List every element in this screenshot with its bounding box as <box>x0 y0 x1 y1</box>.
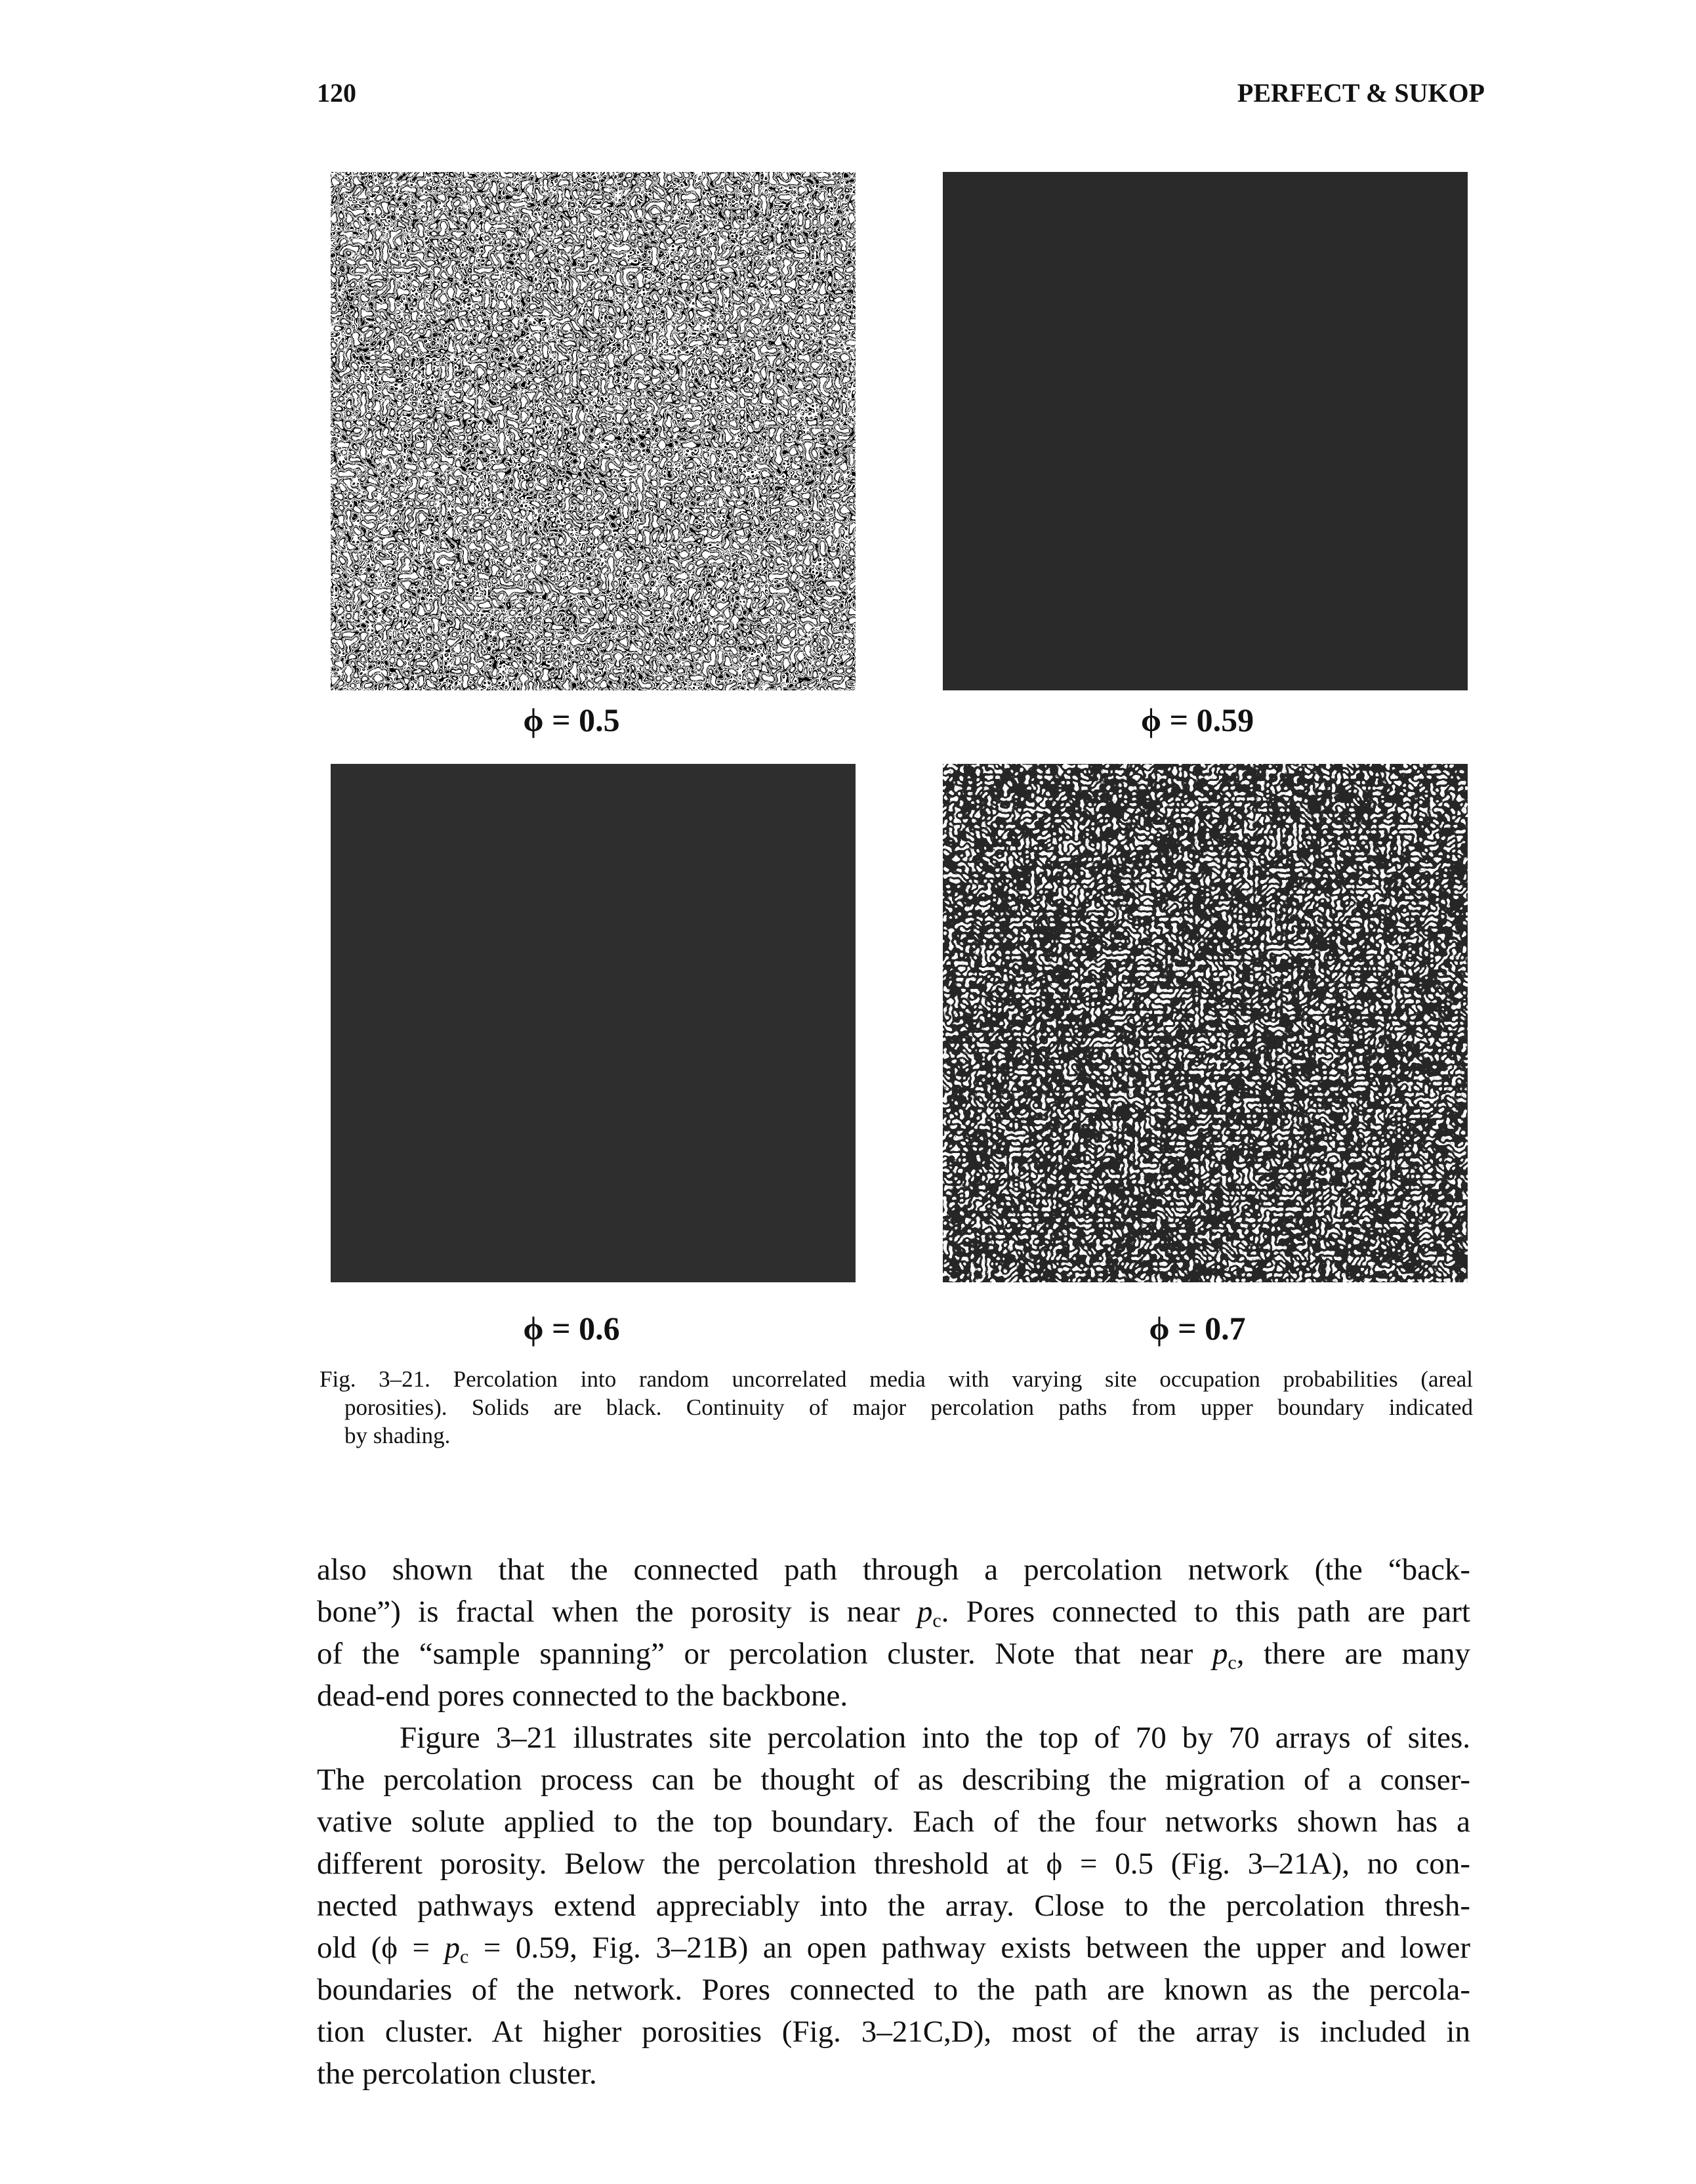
italic-symbol: p <box>444 1931 461 1965</box>
panel-label: ϕ = 0.5 <box>523 702 620 738</box>
subscript: c <box>460 1946 469 1967</box>
panel-label: ϕ = 0.6 <box>523 1310 620 1347</box>
percolation-image <box>943 172 1468 690</box>
pore-pattern <box>943 764 1468 1282</box>
text-run: also shown that the connected path throu… <box>317 1553 1470 1587</box>
caption-line: porosities). Solids are black. Continuit… <box>344 1395 1473 1420</box>
text-line: also shown that the connected path throu… <box>317 1549 1470 1591</box>
text-run: boundaries of the network. Pores connect… <box>317 1973 1470 2007</box>
text-run: bone”) is fractal when the porosity is n… <box>317 1595 917 1629</box>
text-line: dead-end pores connected to the backbone… <box>317 1675 1470 1717</box>
text-run: Figure 3–21 illustrates site percolation… <box>400 1721 1470 1755</box>
panel-label: ϕ = 0.7 <box>1149 1310 1246 1347</box>
italic-symbol: p <box>917 1595 933 1629</box>
text-run: different porosity. Below the percolatio… <box>317 1847 1470 1881</box>
text-line: the percolation cluster. <box>317 2053 1470 2095</box>
caption-line: by shading. <box>344 1423 451 1448</box>
body-text: also shown that the connected path throu… <box>317 1549 1470 2095</box>
subscript: c <box>1228 1652 1237 1673</box>
text-run: old (ϕ = <box>317 1931 445 1965</box>
text-run: nected pathways extend appreciably into … <box>317 1889 1470 1923</box>
text-run: The percolation process can be thought o… <box>317 1763 1470 1797</box>
text-line: of the “sample spanning” or percolation … <box>317 1633 1470 1675</box>
text-run: the percolation cluster. <box>317 2057 597 2091</box>
subscript: c <box>932 1610 941 1631</box>
caption-line: Fig. 3–21. Percolation into random uncor… <box>320 1366 1473 1392</box>
pore-pattern <box>331 172 856 690</box>
pore-pattern <box>943 172 1468 690</box>
text-run: dead-end pores connected to the backbone… <box>317 1679 848 1713</box>
percolation-image <box>331 764 856 1282</box>
text-line: old (ϕ = pc = 0.59, Fig. 3–21B) an open … <box>317 1927 1470 1969</box>
text-run: vative solute applied to the top boundar… <box>317 1805 1470 1839</box>
text-line: different porosity. Below the percolatio… <box>317 1843 1470 1885</box>
text-line: boundaries of the network. Pores connect… <box>317 1969 1470 2011</box>
text-line: Figure 3–21 illustrates site percolation… <box>317 1717 1470 1759</box>
text-run: tion cluster. At higher porosities (Fig.… <box>317 2015 1470 2049</box>
italic-symbol: p <box>1212 1637 1228 1671</box>
figure-caption: Fig. 3–21. Percolation into random uncor… <box>320 1365 1473 1450</box>
pore-pattern <box>331 764 856 1282</box>
text-line: tion cluster. At higher porosities (Fig.… <box>317 2011 1470 2053</box>
text-run: . Pores connected to this path are part <box>941 1595 1470 1629</box>
percolation-image <box>943 764 1468 1282</box>
percolation-image <box>331 172 856 690</box>
text-line: bone”) is fractal when the porosity is n… <box>317 1591 1470 1633</box>
text-line: nected pathways extend appreciably into … <box>317 1885 1470 1927</box>
text-run: , there are many <box>1236 1637 1470 1671</box>
running-head: PERFECT & SUKOP <box>1237 78 1485 108</box>
text-line: The percolation process can be thought o… <box>317 1759 1470 1801</box>
text-run: = 0.59, Fig. 3–21B) an open pathway exis… <box>468 1931 1470 1965</box>
page-number: 120 <box>317 78 356 108</box>
text-line: vative solute applied to the top boundar… <box>317 1801 1470 1843</box>
text-run: of the “sample spanning” or percolation … <box>317 1637 1212 1671</box>
panel-label: ϕ = 0.59 <box>1140 702 1254 738</box>
